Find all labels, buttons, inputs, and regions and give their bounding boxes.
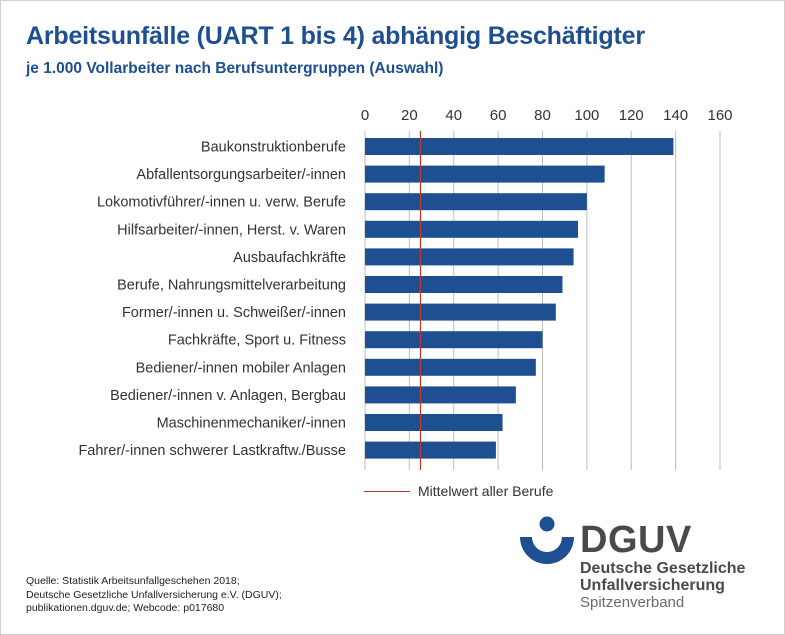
x-tick-label: 80 — [534, 107, 551, 124]
bar — [365, 248, 574, 266]
category-label: Maschinenmechaniker/-innen — [157, 416, 346, 432]
source-line: publikationen.dguv.de; Webcode: p017680 — [26, 602, 225, 614]
bar — [365, 276, 563, 293]
legend-reference-label: Mittelwert aller Berufe — [418, 483, 554, 499]
chart-legend: Mittelwert aller Berufe — [364, 483, 553, 499]
x-tick-label: 100 — [574, 107, 599, 124]
x-tick-label: 60 — [490, 107, 507, 124]
bar — [365, 414, 503, 431]
bar — [365, 220, 578, 238]
x-tick-label: 0 — [361, 107, 369, 124]
x-tick-label: 140 — [663, 107, 688, 124]
category-label: Fahrer/-innen schwerer Lastkraftw./Busse — [78, 443, 346, 459]
category-label: Baukonstruktionberufe — [201, 140, 346, 156]
category-label: Fachkräfte, Sport u. Fitness — [168, 333, 346, 349]
bar-chart: 0 20 40 60 80 100 120 140 160 Baukonstruktionberu… — [78, 107, 733, 470]
category-label: Hilfsarbeiter/-innen, Herst. v. Waren — [117, 222, 346, 238]
category-label: Bediener/-innen v. Anlagen, Bergbau — [110, 388, 346, 404]
logo-line-1: Deutsche Gesetzliche — [580, 560, 746, 577]
x-tick-label: 160 — [707, 107, 732, 124]
legend-reference-line-swatch — [364, 490, 410, 492]
category-label: Bediener/-innen mobiler Anlagen — [136, 360, 346, 376]
bar — [365, 386, 516, 404]
source-line: Quelle: Statistik Arbeitsunfallgeschehen… — [26, 575, 240, 587]
bar — [365, 138, 674, 155]
bar — [365, 303, 556, 321]
x-tick-label: 120 — [619, 107, 644, 124]
dguv-wordmark: DGUV Deutsche Gesetzliche Unfallversiche… — [580, 520, 745, 612]
category-label: Ausbaufachkräfte — [233, 250, 346, 266]
category-label: Berufe, Nahrungsmittelverarbeitung — [117, 278, 346, 294]
bar — [365, 358, 536, 376]
category-label: Abfallentsorgungsarbeiter/-innen — [136, 167, 346, 183]
x-tick-label: 40 — [445, 107, 462, 124]
category-label: Lokomotivführer/-innen u. verw. Berufe — [97, 195, 346, 211]
bar — [365, 193, 587, 211]
bar — [365, 165, 605, 183]
logo-line-2: Unfallversicherung — [580, 577, 725, 594]
bar — [365, 441, 496, 459]
chart-title: Arbeitsunfälle (UART 1 bis 4) abhängig B… — [26, 22, 645, 50]
logo-line-3: Spitzenverband — [580, 594, 685, 611]
source-note: Quelle: Statistik Arbeitsunfallgeschehen… — [26, 575, 282, 616]
logo-abbr: DGUV — [580, 519, 692, 561]
source-line: Deutsche Gesetzliche Unfallversicherung … — [26, 588, 282, 601]
dguv-logo-icon — [520, 516, 574, 564]
category-label: Former/-innen u. Schweißer/-innen — [122, 305, 346, 321]
chart-subtitle: je 1.000 Vollarbeiter nach Berufsuntergr… — [26, 60, 444, 77]
bar — [365, 331, 543, 349]
x-tick-label: 20 — [401, 107, 418, 124]
